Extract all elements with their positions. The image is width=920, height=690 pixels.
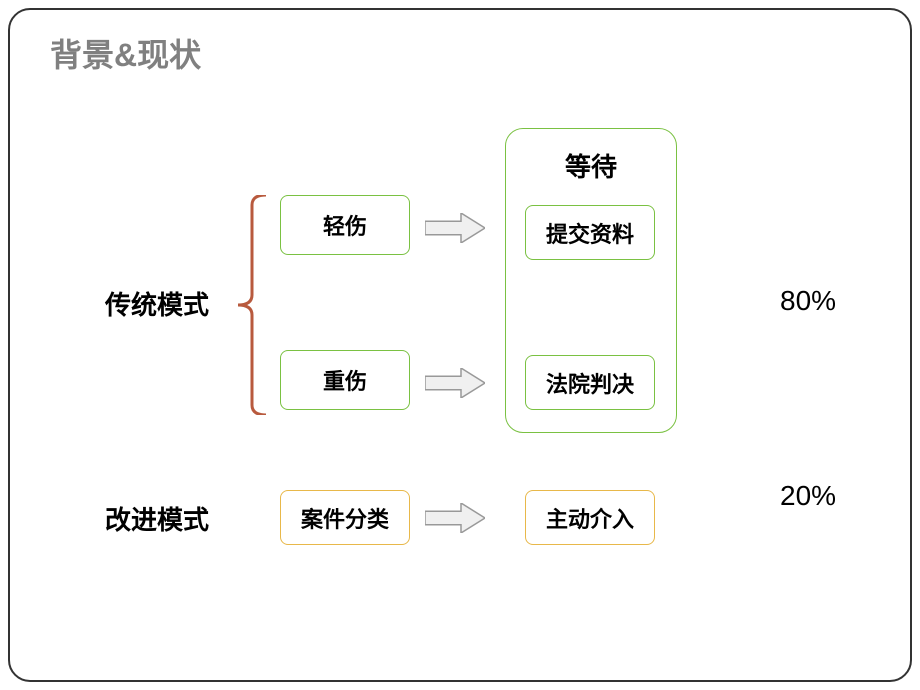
arrow-3: [425, 503, 485, 533]
label-improved: 改进模式: [105, 500, 209, 537]
box-major-injury: 重伤: [280, 350, 410, 410]
box-court-verdict: 法院判决: [525, 355, 655, 410]
slide-frame: [8, 8, 912, 682]
arrow-1: [425, 213, 485, 243]
brace-bracket: [238, 195, 266, 415]
slide-title: 背景&现状: [50, 30, 201, 76]
box-minor-injury: 轻伤: [280, 195, 410, 255]
arrow-2: [425, 368, 485, 398]
label-traditional: 传统模式: [105, 285, 209, 322]
box-active-intervene: 主动介入: [525, 490, 655, 545]
pct-20: 20%: [780, 480, 836, 512]
box-submit-docs: 提交资料: [525, 205, 655, 260]
wait-title: 等待: [506, 147, 676, 184]
pct-80: 80%: [780, 285, 836, 317]
box-case-classify: 案件分类: [280, 490, 410, 545]
